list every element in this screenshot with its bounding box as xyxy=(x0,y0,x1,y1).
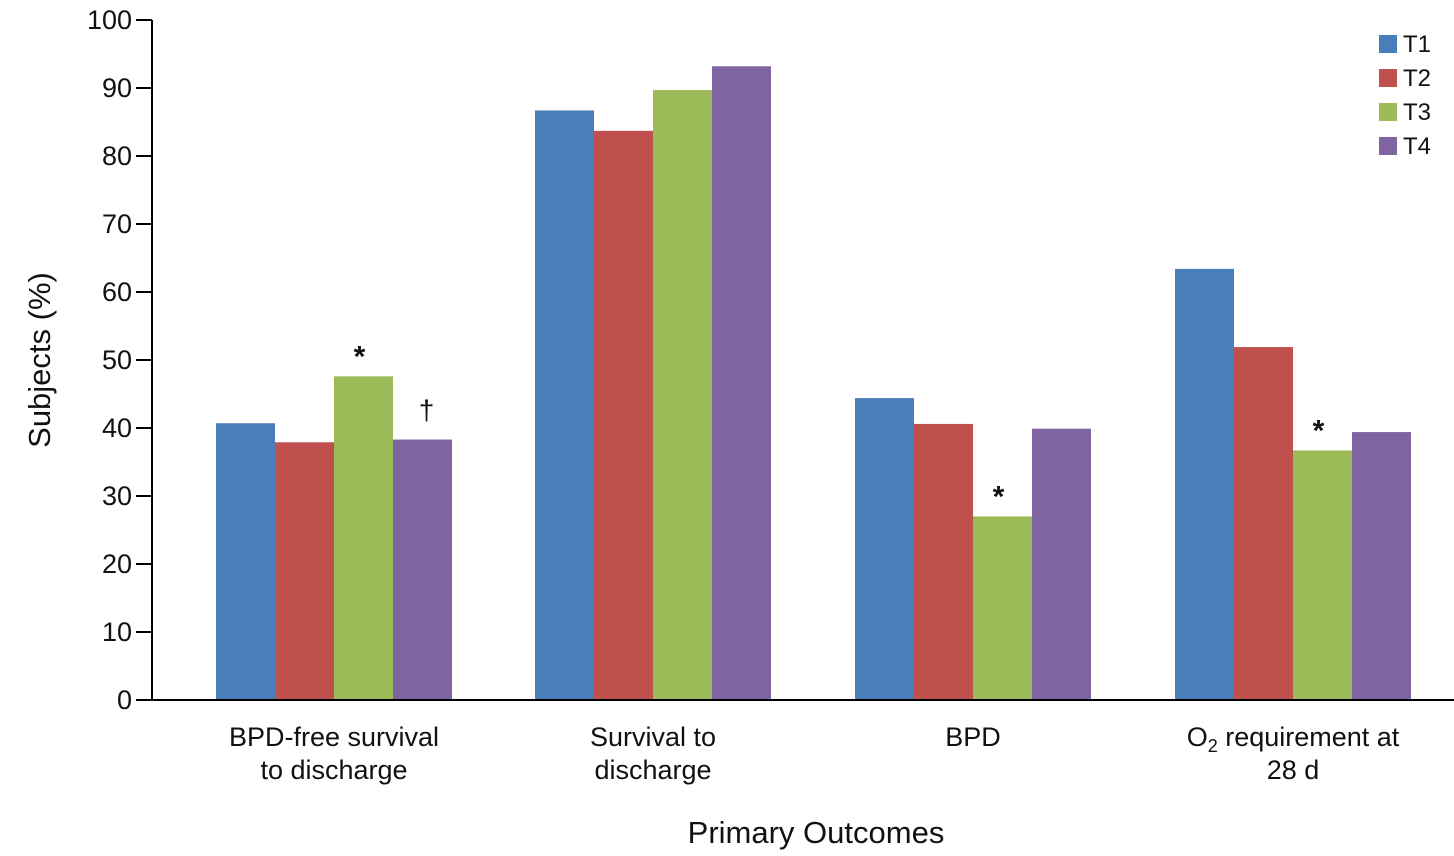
y-tick-label: 0 xyxy=(117,685,132,715)
significance-asterisk: * xyxy=(1313,414,1325,447)
significance-asterisk: * xyxy=(354,340,366,373)
axes-layer: 0 10 20 30 40 50 60 70 80 90 100 xyxy=(87,5,1454,715)
bar-t1-cat2 xyxy=(855,398,914,700)
y-tick-label: 70 xyxy=(102,209,132,239)
bar-t1-cat3 xyxy=(1175,268,1234,700)
y-tick-label: 40 xyxy=(102,413,132,443)
y-tick-label: 20 xyxy=(102,549,132,579)
y-tick-label: 50 xyxy=(102,345,132,375)
legend-swatch-t1 xyxy=(1379,35,1397,53)
category-label: 28 d xyxy=(1267,755,1320,785)
bar-t4-cat0 xyxy=(393,439,452,700)
bar-t4-cat3 xyxy=(1352,432,1411,700)
bar-t3-cat1 xyxy=(653,90,712,701)
category-label: BPD-free survival xyxy=(229,722,439,752)
dagger-annotation: † xyxy=(419,395,435,426)
legend-swatch-t2 xyxy=(1379,69,1397,87)
legend-swatch-t3 xyxy=(1379,103,1397,121)
category-label: to discharge xyxy=(260,755,407,785)
y-tick-label: 30 xyxy=(102,481,132,511)
category-label-part: O xyxy=(1187,722,1208,752)
legend-label-t2: T2 xyxy=(1403,65,1431,92)
legend-label-t3: T3 xyxy=(1403,99,1431,126)
bar-t2-cat2 xyxy=(914,423,973,700)
bar-t2-cat0 xyxy=(275,442,334,700)
y-tick-label: 60 xyxy=(102,277,132,307)
significance-asterisk: * xyxy=(993,480,1005,513)
category-label-part: requirement at xyxy=(1218,722,1400,752)
legend-swatch-t4 xyxy=(1379,137,1397,155)
bar-t1-cat1 xyxy=(535,110,594,700)
bar-t3-cat3 xyxy=(1293,450,1352,700)
bar-t1-cat0 xyxy=(216,423,275,700)
y-tick-label: 10 xyxy=(102,617,132,647)
legend: T1 T2 T3 T4 xyxy=(1379,31,1431,160)
y-tick-label: 90 xyxy=(102,73,132,103)
x-axis-title: Primary Outcomes xyxy=(688,815,945,850)
category-label: discharge xyxy=(594,755,711,785)
bars-layer xyxy=(216,66,1411,701)
category-label: BPD xyxy=(945,722,1001,752)
category-label: O2 requirement at xyxy=(1187,722,1400,756)
legend-label-t1: T1 xyxy=(1403,31,1431,58)
y-axis-title: Subjects (%) xyxy=(22,272,57,448)
y-tick-label: 80 xyxy=(102,141,132,171)
legend-label-t4: T4 xyxy=(1403,133,1431,160)
bar-t2-cat1 xyxy=(594,130,653,701)
y-tick-label: 100 xyxy=(87,5,132,35)
bar-t3-cat0 xyxy=(334,376,393,700)
bar-t3-cat2 xyxy=(973,516,1032,700)
bar-t2-cat3 xyxy=(1234,347,1293,700)
bar-t4-cat2 xyxy=(1032,428,1091,700)
category-label-subscript: 2 xyxy=(1208,736,1218,756)
bar-t4-cat1 xyxy=(712,66,771,701)
category-label: Survival to xyxy=(590,722,716,752)
